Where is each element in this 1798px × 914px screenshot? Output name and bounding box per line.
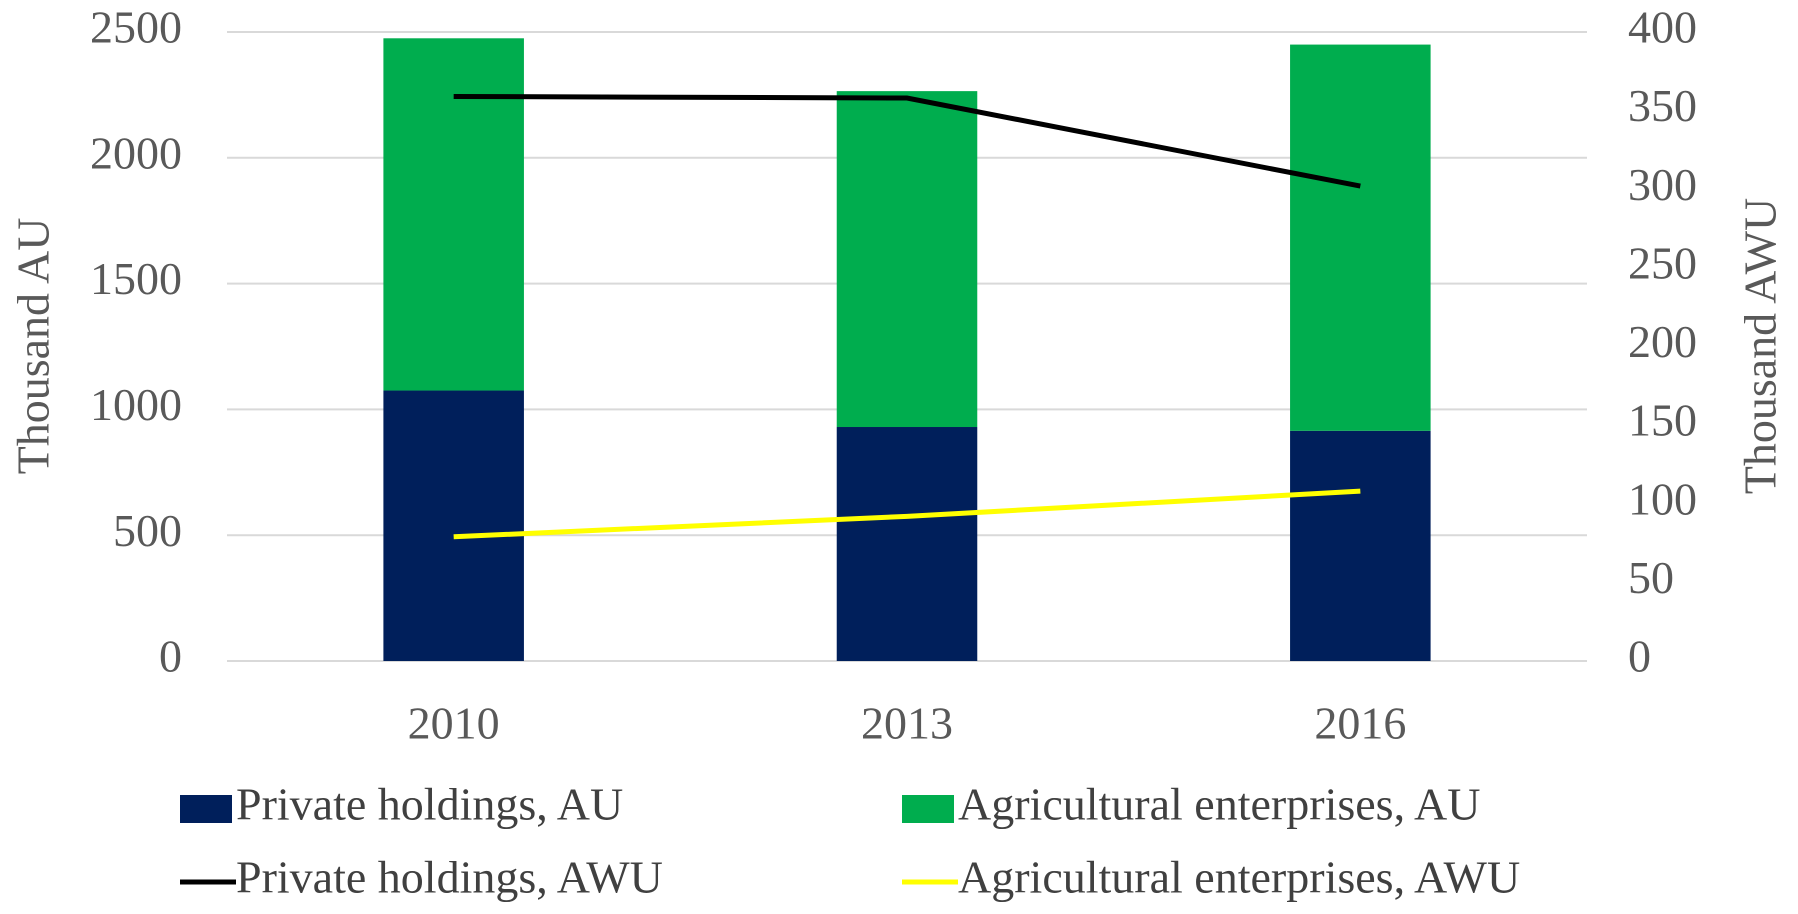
y-tick-label: 1000 <box>90 379 182 430</box>
bar <box>836 427 978 661</box>
bar <box>1290 44 1431 431</box>
legend-label: Private holdings, AU <box>236 779 623 830</box>
y-tick-label: 2000 <box>90 127 182 178</box>
legend-label: Private holdings, AWU <box>236 852 663 903</box>
y2-tick-label: 350 <box>1628 80 1697 131</box>
bar <box>383 38 524 391</box>
bar <box>836 91 978 428</box>
x-tick-label: 2010 <box>408 698 500 749</box>
y2-tick-label: 50 <box>1628 552 1674 603</box>
y2-tick-label: 250 <box>1628 237 1697 288</box>
y-tick-label: 2500 <box>90 2 182 53</box>
legend-swatch <box>902 795 954 823</box>
y2-tick-label: 300 <box>1628 159 1697 210</box>
y-tick-label: 500 <box>113 505 182 556</box>
y2-tick-label: 0 <box>1628 631 1651 682</box>
y2-tick-label: 400 <box>1628 2 1697 53</box>
legend-swatch <box>180 795 232 823</box>
y-axis-label: Thousand AU <box>8 218 59 475</box>
bar <box>1290 430 1431 661</box>
y2-tick-label: 150 <box>1628 395 1697 446</box>
bar <box>383 390 524 661</box>
y2-tick-label: 200 <box>1628 316 1697 367</box>
y2-axis-label: Thousand AWU <box>1735 198 1786 495</box>
line <box>453 93 1361 189</box>
line <box>453 488 1361 540</box>
y-tick-label: 0 <box>159 631 182 682</box>
y2-tick-label: 100 <box>1628 473 1697 524</box>
legend-label: Agricultural enterprises, AWU <box>958 852 1520 903</box>
x-tick-label: 2016 <box>1314 698 1406 749</box>
y-tick-label: 1500 <box>90 253 182 304</box>
legend-label: Agricultural enterprises, AU <box>958 779 1480 830</box>
x-tick-label: 2013 <box>861 698 953 749</box>
